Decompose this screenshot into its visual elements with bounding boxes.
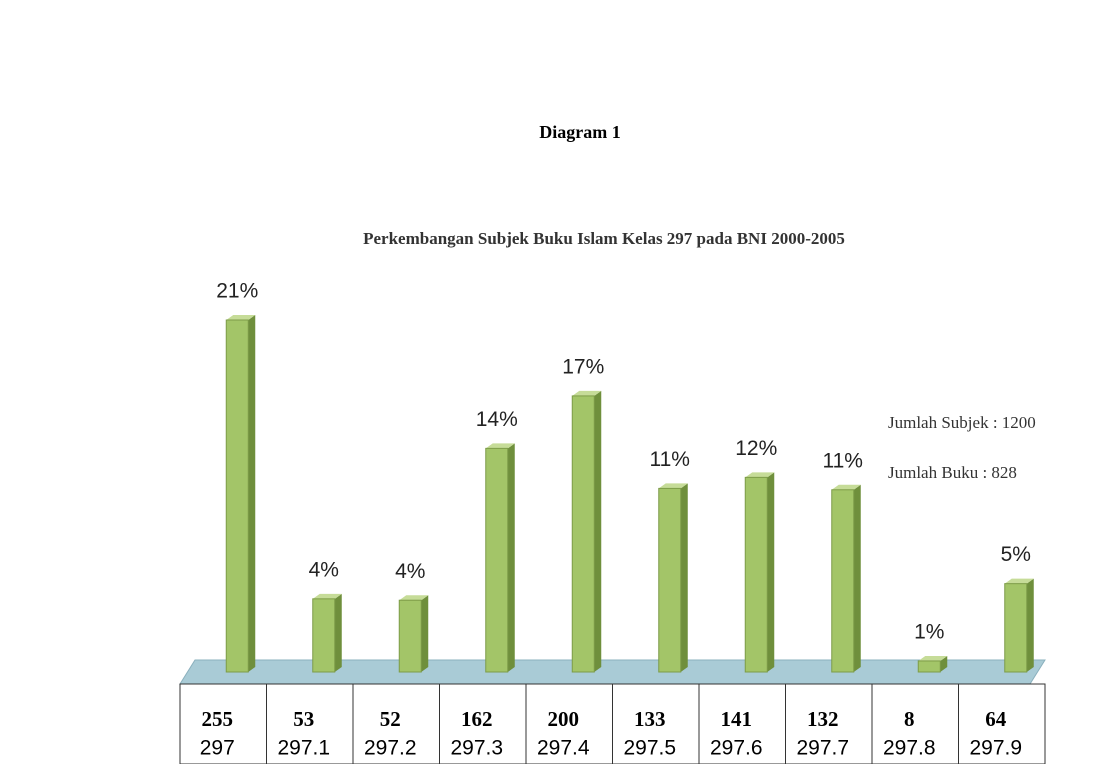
bar — [485, 447, 509, 673]
value-label: 12% — [735, 437, 777, 460]
value-label: 17% — [562, 355, 604, 378]
value-label: 4% — [309, 558, 339, 581]
count-label: 132 — [807, 707, 839, 731]
value-label: 4% — [395, 560, 425, 583]
bar — [225, 319, 249, 673]
count-label: 200 — [548, 707, 580, 731]
bar-side — [248, 315, 256, 672]
bar — [831, 489, 855, 673]
bar-top — [485, 443, 515, 449]
count-label: 64 — [985, 707, 1007, 731]
bar-top — [572, 390, 602, 396]
count-label: 133 — [634, 707, 666, 731]
value-label: 21% — [216, 280, 258, 303]
bar — [1004, 583, 1028, 673]
x-tick-label: 297.2 — [364, 737, 417, 760]
x-tick-label: 297.3 — [450, 737, 503, 760]
bar — [917, 660, 941, 673]
bar — [744, 476, 768, 673]
bar-side — [421, 595, 429, 672]
bar-top — [918, 655, 948, 661]
count-label: 141 — [721, 707, 753, 731]
x-tick-label: 297.1 — [277, 737, 330, 760]
bar-top — [1004, 578, 1034, 584]
x-tick-label: 297.9 — [969, 737, 1022, 760]
value-label: 11% — [823, 449, 863, 472]
count-label: 52 — [380, 707, 401, 731]
annotation: Jumlah Subjek : 1200 — [888, 413, 1036, 432]
bar — [312, 598, 336, 673]
bar-side — [940, 655, 948, 672]
chart-title: Perkembangan Subjek Buku Islam Kelas 297… — [363, 229, 845, 248]
count-label: 8 — [904, 707, 915, 731]
bar-side — [680, 483, 688, 672]
x-tick-label: 297.8 — [883, 737, 936, 760]
bar-top — [399, 595, 429, 601]
bar-side — [767, 472, 775, 672]
bar-side — [507, 443, 515, 672]
annotation: Jumlah Buku : 828 — [888, 463, 1017, 482]
bar-top — [226, 315, 256, 320]
value-label: 11% — [650, 448, 690, 471]
count-label: 162 — [461, 707, 493, 731]
value-label: 14% — [476, 408, 518, 431]
bar-side — [853, 484, 861, 672]
x-tick-label: 297 — [200, 737, 235, 760]
bar — [658, 487, 682, 673]
value-label: 1% — [914, 621, 944, 644]
x-tick-label: 297.5 — [623, 737, 676, 760]
bar — [398, 599, 422, 673]
bar-top — [745, 472, 775, 478]
bar-top — [658, 483, 688, 489]
x-tick-label: 297.4 — [537, 737, 590, 760]
bar-side — [594, 390, 602, 672]
bar-top — [312, 593, 342, 599]
count-label: 53 — [293, 707, 314, 731]
bar-side — [334, 593, 342, 672]
count-label: 255 — [202, 707, 234, 731]
x-tick-label: 297.7 — [796, 737, 849, 760]
bar-side — [1026, 578, 1034, 672]
x-tick-label: 297.6 — [710, 737, 763, 760]
bar-top — [831, 484, 861, 490]
chart-heading: Diagram 1 — [539, 122, 620, 142]
bar — [571, 395, 595, 673]
value-label: 5% — [1001, 543, 1031, 566]
floor — [179, 659, 1046, 685]
